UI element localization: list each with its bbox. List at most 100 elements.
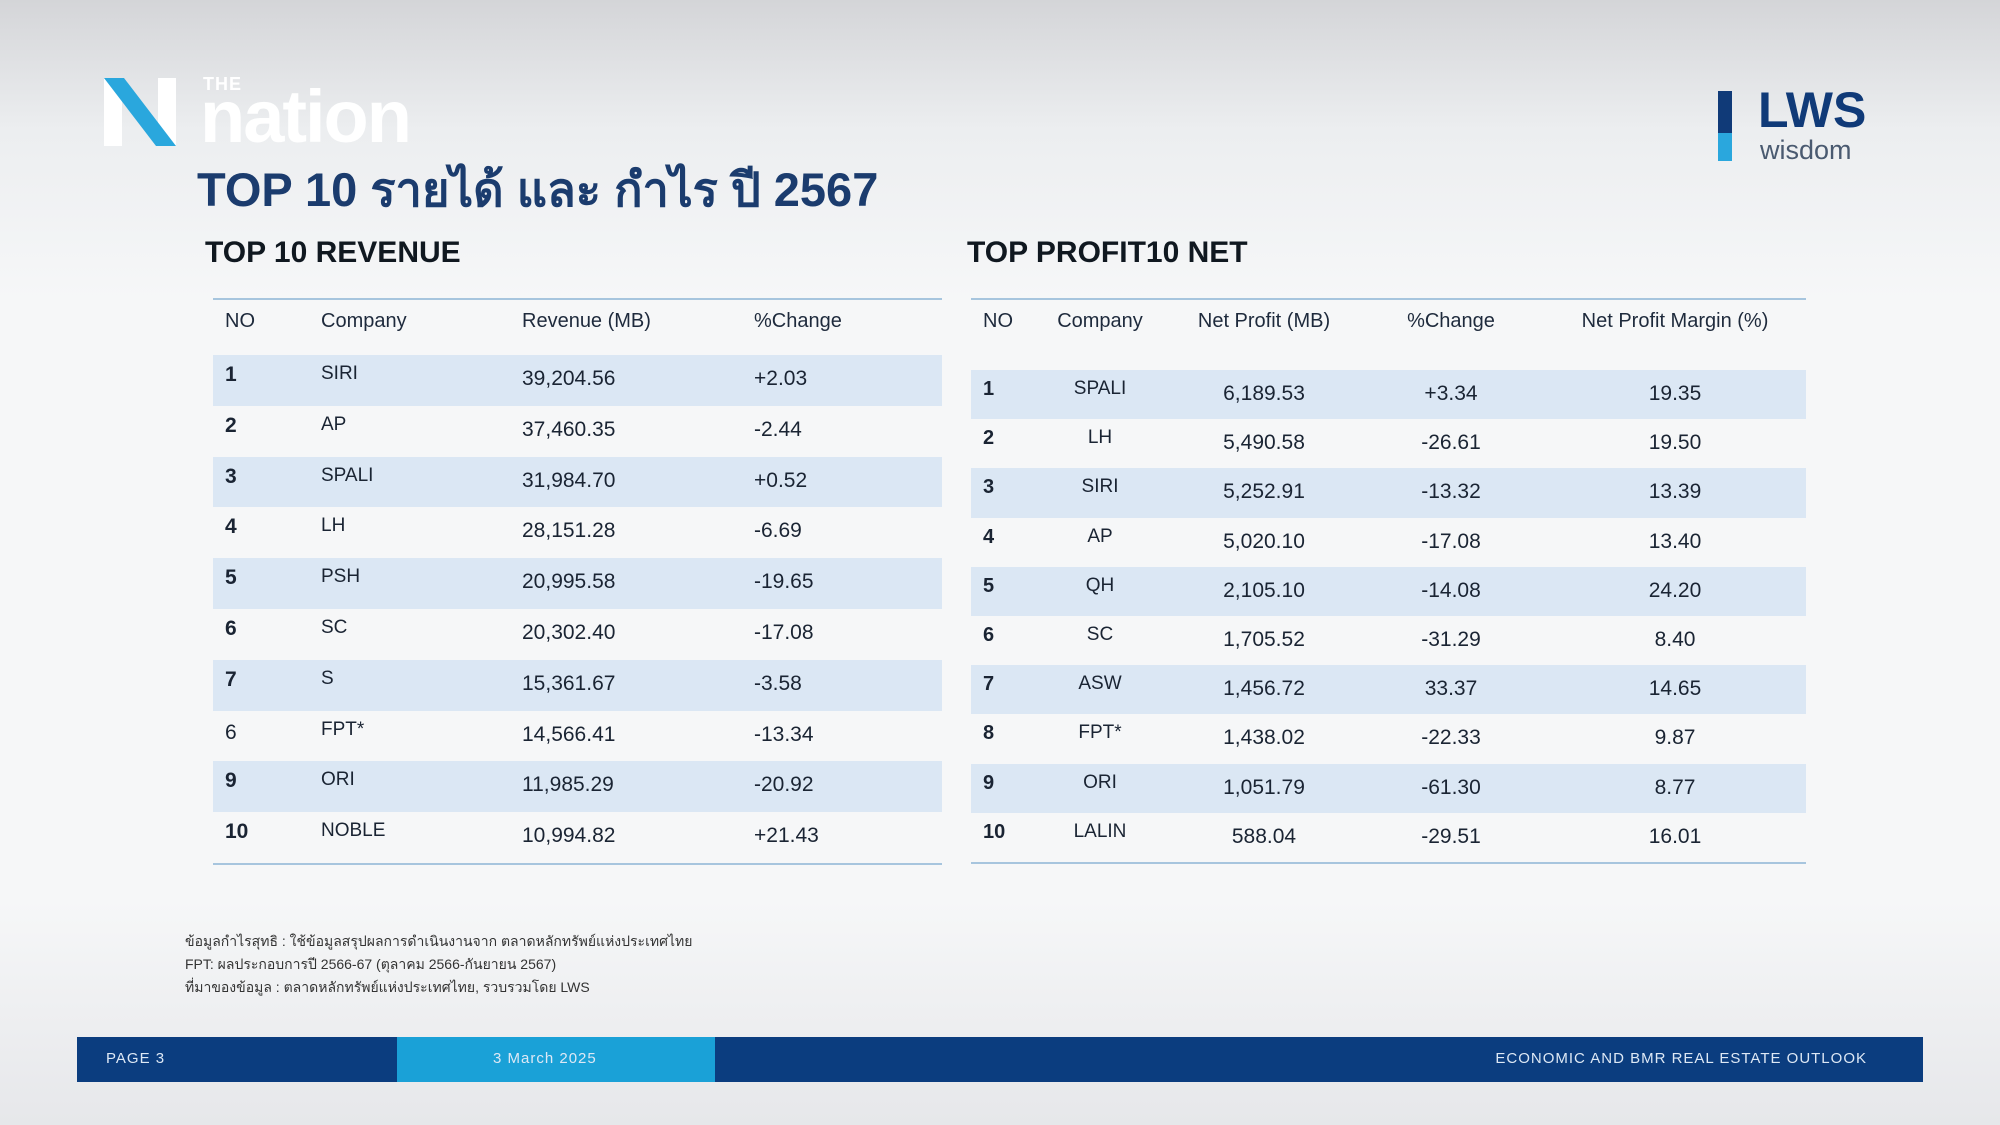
rank-cell: 6 xyxy=(225,720,237,744)
change-cell: -17.08 xyxy=(754,621,814,644)
table-row: 5 QH 2,105.10 -14.08 24.20 xyxy=(971,566,1806,616)
nation-logo-word: nation xyxy=(200,75,412,158)
company-cell: SIRI xyxy=(1081,476,1119,498)
change-cell: -20.92 xyxy=(754,773,814,797)
change-cell: -13.34 xyxy=(754,722,814,746)
footnote-fpt: FPT: ผลประกอบการปี 2566-67 (ตุลาคม 2566-… xyxy=(185,956,557,972)
profit-col-company: Company xyxy=(1057,310,1143,332)
nation-logo-the: THE xyxy=(203,74,242,94)
margin-cell: 8.40 xyxy=(1654,628,1696,651)
margin-cell: 24.20 xyxy=(1648,578,1702,602)
rank-cell: 9 xyxy=(983,771,995,794)
change-cell: -6.69 xyxy=(754,519,802,543)
profit-table: NO Company Net Profit (MB) %Change Net P… xyxy=(971,298,1806,866)
table-row: 2 AP 37,460.35 -2.44 xyxy=(213,406,942,457)
change-cell: +3.34 xyxy=(1424,382,1478,405)
lws-logo-bar xyxy=(1718,91,1732,161)
profit-cell: 2,105.10 xyxy=(1223,578,1305,602)
revenue-cell: 39,204.56 xyxy=(522,367,616,390)
footnote-source-profit: ข้อมูลกำไรสุทธิ : ใช้ข้อมูลสรุปผลการดำเน… xyxy=(185,933,693,949)
company-cell: AP xyxy=(321,413,347,435)
profit-col-margin: Net Profit Margin (%) xyxy=(1581,310,1769,332)
change-cell: +21.43 xyxy=(754,824,819,848)
revenue-cell: 20,302.40 xyxy=(522,621,616,644)
footnote-data-source: ที่มาของข้อมูล : ตลาดหลักทรัพย์แห่งประเท… xyxy=(185,979,590,995)
revenue-table-header: NO Company Revenue (MB) %Change xyxy=(213,298,942,358)
profit-col-change: %Change xyxy=(1407,310,1495,332)
table-row: 6 SC 20,302.40 -17.08 xyxy=(213,609,942,660)
table-row: 5 PSH 20,995.58 -19.65 xyxy=(213,558,942,609)
revenue-cell: 14,566.41 xyxy=(522,722,616,746)
table-row: 9 ORI 11,985.29 -20.92 xyxy=(213,761,942,813)
table-row: 4 LH 28,151.28 -6.69 xyxy=(213,507,942,558)
table-row: 3 SIRI 5,252.91 -13.32 13.39 xyxy=(971,468,1806,518)
rank-cell: 7 xyxy=(983,673,995,696)
company-cell: S xyxy=(321,667,334,689)
revenue-table: NO Company Revenue (MB) %Change 1 SIRI 39,… xyxy=(213,298,942,866)
rank-cell: 10 xyxy=(983,820,1006,843)
revenue-cell: 11,985.29 xyxy=(522,773,614,797)
table-row: 6 SC 1,705.52 -31.29 8.40 xyxy=(971,616,1806,665)
table-row: 9 ORI 1,051.79 -61.30 8.77 xyxy=(971,763,1806,813)
rank-cell: 6 xyxy=(225,617,237,640)
footer-report-title: ECONOMIC AND BMR REAL ESTATE OUTLOOK xyxy=(1495,1050,1867,1067)
company-cell: SIRI xyxy=(321,363,358,384)
margin-cell: 13.39 xyxy=(1648,480,1702,504)
table-row: 4 AP 5,020.10 -17.08 13.40 xyxy=(971,518,1806,567)
footnotes: ข้อมูลกำไรสุทธิ : ใช้ข้อมูลสรุปผลการดำเน… xyxy=(185,930,692,999)
profit-cell: 5,020.10 xyxy=(1223,529,1305,553)
company-cell: FPT* xyxy=(1078,722,1122,744)
change-cell: -31.29 xyxy=(1421,628,1481,651)
footer-date: 3 March 2025 xyxy=(493,1050,597,1067)
change-cell: -17.08 xyxy=(1421,529,1481,553)
rank-cell: 2 xyxy=(225,413,237,437)
profit-table-header: NO Company Net Profit (MB) %Change Net P… xyxy=(971,298,1806,372)
change-cell: -14.08 xyxy=(1421,578,1481,602)
company-cell: ORI xyxy=(321,769,355,791)
revenue-cell: 20,995.58 xyxy=(522,570,616,594)
profit-cell: 1,705.52 xyxy=(1223,628,1305,651)
table-row: 6 FPT* 14,566.41 -13.34 xyxy=(213,711,942,762)
company-cell: FPT* xyxy=(321,718,365,740)
table-row: 2 LH 5,490.58 -26.61 19.50 xyxy=(971,419,1806,468)
profit-table-bottom-rule xyxy=(971,862,1806,864)
table-row: 7 ASW 1,456.72 33.37 14.65 xyxy=(971,665,1806,715)
page-title: TOP 10 รายได้ และ กำไร ปี 2567 xyxy=(197,163,879,216)
rank-cell: 2 xyxy=(983,427,995,450)
margin-cell: 19.50 xyxy=(1648,431,1702,455)
profit-cell: 1,051.79 xyxy=(1223,775,1305,799)
company-cell: ASW xyxy=(1078,673,1122,695)
revenue-col-company: Company xyxy=(321,310,407,332)
company-cell: LALIN xyxy=(1073,820,1127,842)
rank-cell: 3 xyxy=(225,464,237,488)
profit-cell: 1,456.72 xyxy=(1223,677,1305,701)
footer-page-section: PAGE 3 xyxy=(77,1037,397,1082)
table-row: 7 S 15,361.67 -3.58 xyxy=(213,659,942,711)
revenue-table-bottom-rule xyxy=(213,863,942,865)
rank-cell: 10 xyxy=(225,820,249,844)
rank-cell: 7 xyxy=(225,667,237,691)
change-cell: -13.32 xyxy=(1421,480,1481,504)
company-cell: LH xyxy=(321,515,346,537)
rank-cell: 6 xyxy=(983,624,995,646)
profit-cell: 6,189.53 xyxy=(1223,382,1305,405)
rank-cell: 1 xyxy=(983,378,995,400)
revenue-col-revenue: Revenue (MB) xyxy=(522,310,651,332)
change-cell: +2.03 xyxy=(754,367,808,390)
company-cell: SPALI xyxy=(321,464,374,486)
table-row: 1 SPALI 6,189.53 +3.34 19.35 xyxy=(971,370,1806,420)
rank-cell: 1 xyxy=(225,363,237,386)
change-cell: -61.30 xyxy=(1421,775,1481,799)
margin-cell: 9.87 xyxy=(1654,726,1696,750)
rank-cell: 5 xyxy=(983,574,995,597)
change-cell: -3.58 xyxy=(754,671,802,695)
nation-n-icon xyxy=(104,78,176,146)
rank-cell: 3 xyxy=(983,476,995,499)
rank-cell: 5 xyxy=(225,566,237,590)
company-cell: PSH xyxy=(321,566,361,588)
revenue-heading: TOP 10 REVENUE xyxy=(205,236,461,269)
table-row: 10 LALIN 588.04 -29.51 16.01 xyxy=(971,813,1806,862)
change-cell: -22.33 xyxy=(1421,726,1481,750)
lws-wisdom-logo: LWS wisdom xyxy=(1718,85,1888,165)
revenue-cell: 10,994.82 xyxy=(522,824,616,848)
